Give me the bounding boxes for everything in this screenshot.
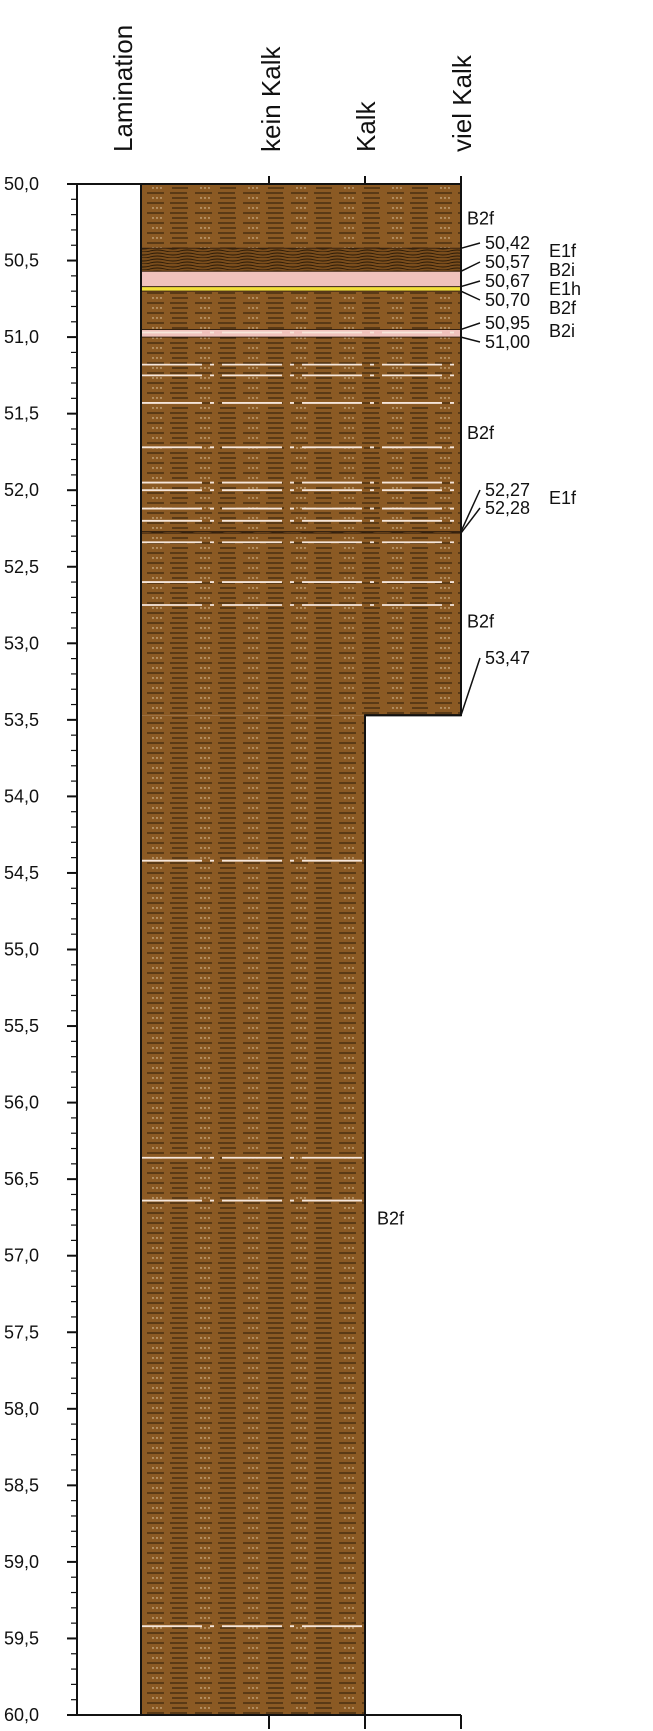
depth-label: 54,0 (4, 786, 39, 806)
depth-label: 54,5 (4, 863, 39, 883)
header-lamination: Lamination (108, 25, 138, 152)
depth-label: 55,0 (4, 940, 39, 960)
depth-label: 57,0 (4, 1246, 39, 1266)
depth-label: 52,0 (4, 480, 39, 500)
depth-label: 51,5 (4, 404, 39, 424)
unit-label: B2f (377, 1208, 405, 1228)
leader-line (460, 280, 481, 288)
boundary-label: 50,67 (485, 271, 530, 291)
leader-line (460, 261, 481, 272)
unit-b2i (141, 329, 461, 338)
depth-label: 59,5 (4, 1628, 39, 1648)
depth-label: 50,0 (4, 174, 39, 194)
leader-line (460, 322, 481, 331)
header-kalk: Kalk (351, 100, 381, 152)
depth-label: 57,5 (4, 1322, 39, 1342)
leader-line (460, 336, 481, 343)
unit-e1f (141, 248, 461, 272)
leader-line (460, 242, 481, 250)
unit-b2i (141, 271, 461, 287)
depth-label: 51,0 (4, 327, 39, 347)
leader-line (460, 657, 481, 716)
boundary-code: E1h (549, 279, 581, 299)
depth-label: 56,5 (4, 1169, 39, 1189)
boundary-code: E1f (549, 488, 577, 508)
unit-label: B2f (467, 209, 495, 229)
boundary-code: B2i (549, 321, 575, 341)
unit-label: B2f (467, 611, 495, 631)
unit-b2f (141, 337, 461, 532)
boundary-label: 50,42 (485, 233, 530, 253)
column-headers: Lamination kein Kalk Kalk viel Kalk (108, 25, 477, 152)
boundary-label: 53,47 (485, 648, 530, 668)
leader-line (460, 507, 481, 534)
boundary-label: 52,27 (485, 480, 530, 500)
leader-line (460, 489, 481, 532)
boundary-label: 50,95 (485, 313, 530, 333)
unit-b2f (141, 533, 461, 716)
unit-b2f (141, 291, 461, 330)
leader-line (460, 290, 481, 301)
depth-label: 58,5 (4, 1475, 39, 1495)
depth-label: 52,5 (4, 557, 39, 577)
boundary-annotations: 50,42 E1f 50,57 B2i 50,67 E1h 50,70 B2f 50,95 B2i… (377, 209, 581, 1229)
header-viel-kalk: viel Kalk (447, 54, 477, 152)
depth-label: 59,0 (4, 1552, 39, 1572)
boundary-label: 50,70 (485, 290, 530, 310)
depth-label: 50,5 (4, 251, 39, 271)
unit-e1h (141, 286, 461, 292)
sediment-column (140, 183, 462, 1716)
depth-label: 56,0 (4, 1093, 39, 1113)
boundary-code: B2f (549, 298, 577, 318)
header-kein-kalk: kein Kalk (256, 46, 286, 152)
depth-label: 53,0 (4, 633, 39, 653)
boundary-label: 52,28 (485, 498, 530, 518)
boundary-code: E1f (549, 241, 577, 261)
depth-label: 53,5 (4, 710, 39, 730)
unit-b2f (141, 715, 365, 1715)
unit-label: B2f (467, 423, 495, 443)
boundary-label: 51,00 (485, 332, 530, 352)
boundary-label: 50,57 (485, 252, 530, 272)
depth-label: 55,5 (4, 1016, 39, 1036)
depth-label: 60,0 (4, 1705, 39, 1725)
unit-b2f (141, 184, 461, 249)
boundary-code: B2i (549, 260, 575, 280)
depth-label: 58,0 (4, 1399, 39, 1419)
